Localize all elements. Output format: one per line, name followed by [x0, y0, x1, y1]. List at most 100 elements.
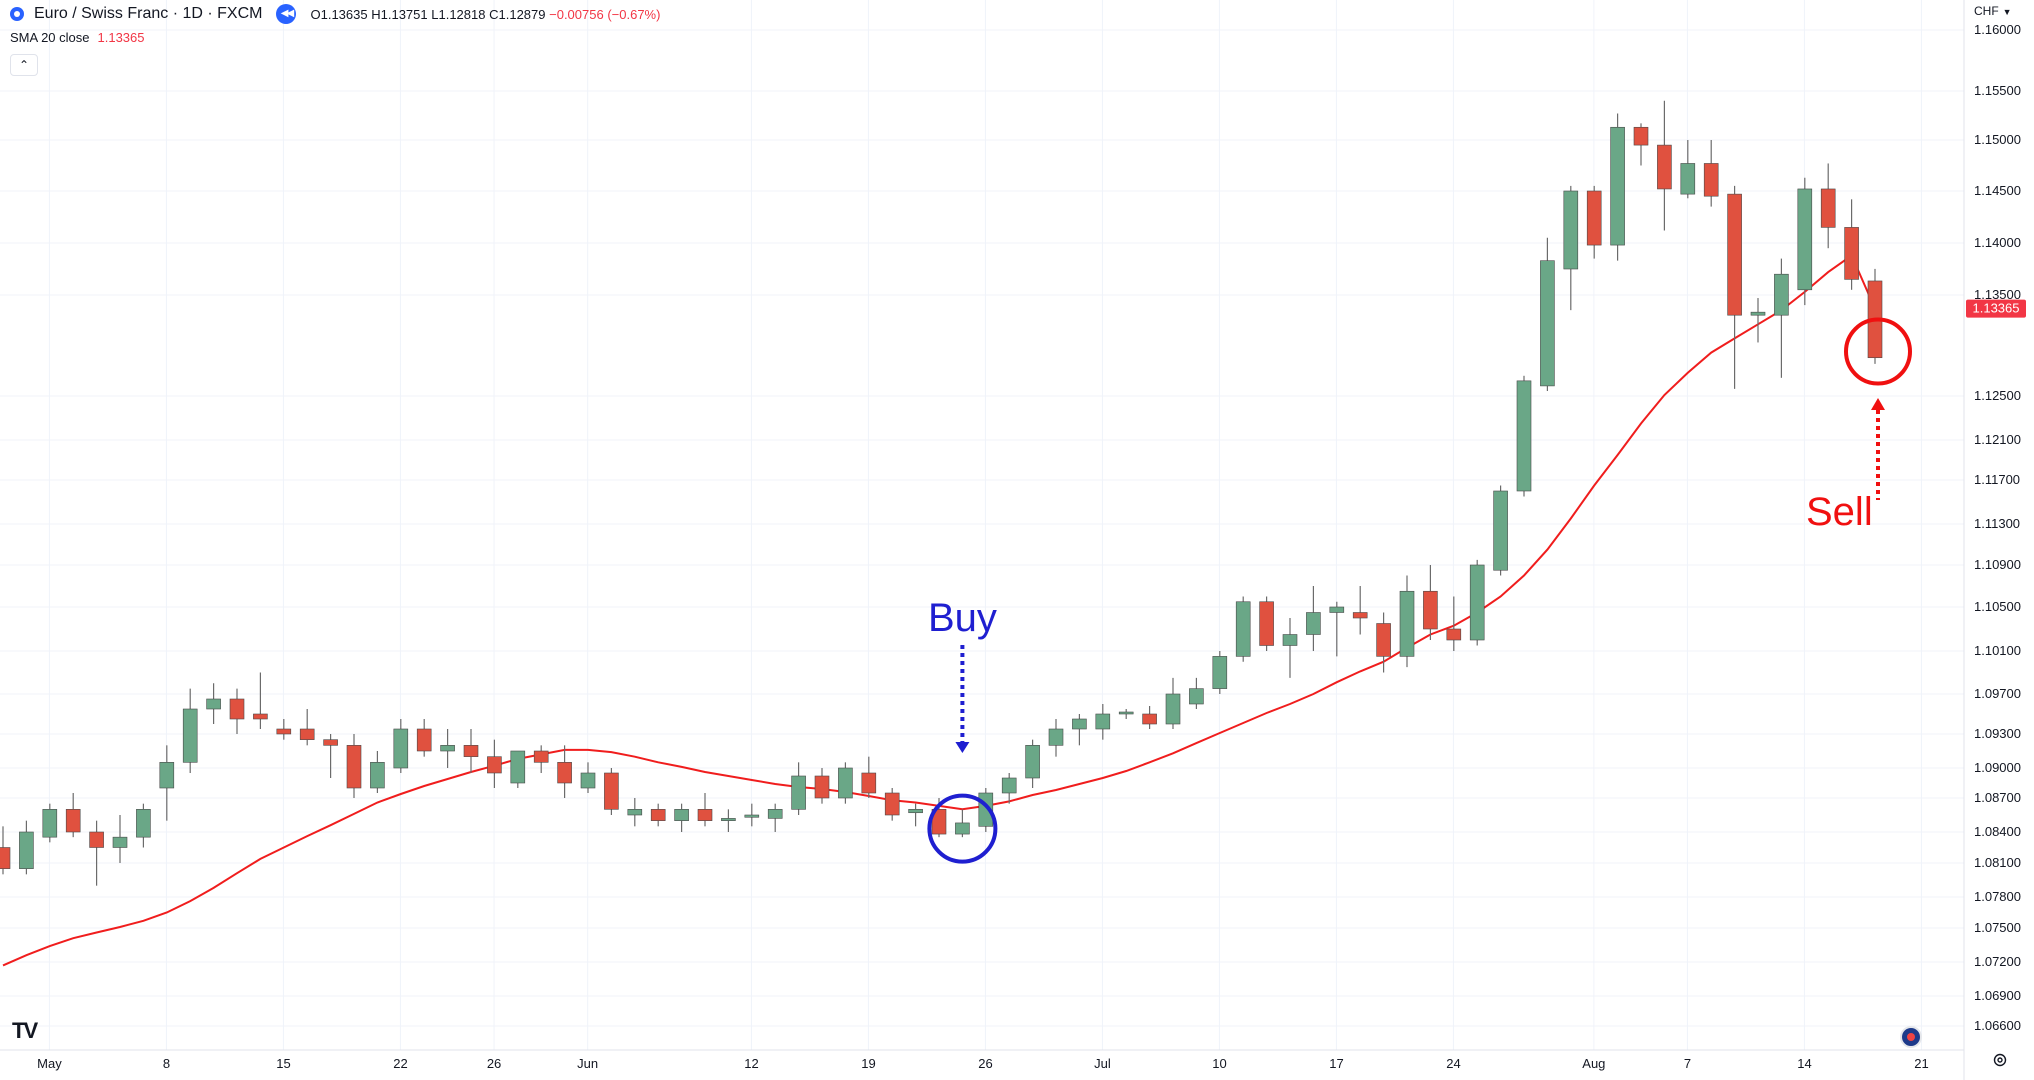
candle-body-up	[580, 772, 596, 789]
candle	[533, 745, 549, 773]
collapse-icon[interactable]: ⌃	[10, 54, 38, 76]
indicator-name[interactable]: SMA 20 close	[10, 30, 90, 45]
price-tick-label: 1.12500	[1974, 388, 2021, 403]
candle	[136, 803, 151, 848]
candle	[908, 803, 923, 827]
time-tick-label: Jun	[577, 1056, 598, 1071]
candle	[604, 768, 619, 815]
candle	[65, 793, 81, 838]
candle	[1727, 185, 1742, 389]
time-tick-label: 8	[163, 1056, 170, 1071]
price-tick-label: 1.07500	[1974, 920, 2021, 935]
candle	[393, 719, 409, 773]
candle	[346, 734, 362, 798]
candle	[1259, 596, 1274, 651]
close-label: C	[489, 6, 499, 22]
candle-body-down	[0, 847, 11, 869]
candle	[1680, 140, 1696, 199]
tradingview-logo-icon[interactable]: TV	[12, 1018, 38, 1043]
candle-body-down	[89, 831, 104, 848]
currency-label[interactable]: CHF	[1974, 4, 1999, 18]
candle-body-up	[1610, 126, 1625, 246]
time-tick-label: 14	[1797, 1056, 1811, 1071]
candle	[1586, 185, 1602, 259]
symbol-legend[interactable]: Euro / Swiss Franc · 1D · FXCM ◀◀ O1.136…	[10, 4, 660, 24]
candle-body-down	[1142, 713, 1157, 725]
candle-body-down	[416, 728, 432, 752]
candle-body-down	[323, 739, 338, 746]
candle	[1867, 268, 1883, 364]
candle	[861, 756, 877, 798]
candle-body-up	[1165, 693, 1181, 725]
time-tick-label: 22	[393, 1056, 407, 1071]
candle	[814, 768, 830, 804]
low-value: 1.12818	[438, 6, 486, 22]
candle	[1423, 565, 1438, 640]
price-tick-label: 1.06600	[1974, 1018, 2021, 1033]
candle-body-up	[1399, 590, 1415, 657]
time-tick-label: May	[37, 1056, 62, 1071]
buy-arrowhead	[955, 742, 970, 753]
candle-body-up	[721, 818, 736, 821]
candle	[1540, 237, 1555, 391]
buy-circle	[927, 793, 998, 864]
symbol-title[interactable]: Euro / Swiss Franc · 1D · FXCM	[34, 5, 263, 22]
candle	[1446, 596, 1462, 651]
candle-body-up	[370, 762, 385, 789]
price-tick-label: 1.13500	[1974, 287, 2021, 302]
candle	[955, 809, 970, 838]
candle-body-up	[767, 809, 783, 819]
candle	[42, 803, 58, 843]
candle-body-up	[1493, 490, 1508, 571]
candle-body-up	[838, 767, 853, 799]
close-value: 1.12879	[498, 6, 546, 22]
price-axis[interactable]: 1.16000 1.15500 1.15000 1.14500 1.14000 1.135…	[1974, 22, 2021, 1033]
time-tick-label: 26	[487, 1056, 501, 1071]
candle-body-up	[1189, 688, 1204, 705]
candle	[323, 734, 338, 778]
ohlc-values: O1.13635 H1.13751 L1.12818 C1.12879 −0.0…	[310, 7, 660, 22]
time-tick-label: 17	[1329, 1056, 1343, 1071]
candle	[89, 820, 104, 886]
price-tick-label: 1.12100	[1974, 432, 2021, 447]
candle-body-down	[861, 772, 877, 794]
currency-selector[interactable]: CHF ▼	[1974, 4, 2012, 18]
price-tick-label: 1.08100	[1974, 855, 2021, 870]
candle-body-up	[674, 809, 689, 821]
time-tick-label: 10	[1212, 1056, 1226, 1071]
replay-icon[interactable]: ◀◀	[276, 4, 297, 24]
candle-body-up	[1095, 713, 1111, 730]
price-tick-label: 1.09000	[1974, 760, 2021, 775]
candle-body-down	[1352, 612, 1368, 619]
candle	[1025, 739, 1040, 788]
chevron-down-icon: ▼	[2002, 7, 2012, 17]
candle	[884, 788, 900, 821]
gear-icon[interactable]	[1992, 1052, 2008, 1068]
candle-body-down	[697, 809, 713, 821]
candle	[1329, 601, 1345, 657]
candle	[650, 803, 666, 827]
candle-body-down	[884, 792, 900, 816]
symbol-icon[interactable]	[10, 7, 24, 21]
candle-body-down	[1259, 601, 1274, 646]
indicator-legend[interactable]: SMA 20 close 1.13365	[10, 30, 145, 45]
time-axis[interactable]: May 8 15 22 26 Jun 12 19 26 Jul 10 17 24 Aug 7 14 21	[37, 1056, 1929, 1071]
candle-body-down	[1446, 628, 1462, 641]
candle-body-down	[1820, 188, 1836, 228]
candle-body-up	[136, 809, 151, 838]
candle-body-down	[1844, 227, 1859, 280]
candle-body-up	[1329, 606, 1345, 613]
candle-body-up	[1774, 273, 1789, 316]
candle-body-up	[627, 809, 643, 816]
candle	[1469, 559, 1485, 646]
globe-icon[interactable]	[1900, 1026, 1922, 1048]
candle	[1165, 677, 1181, 729]
candle-body-up	[206, 698, 221, 710]
candle	[1820, 163, 1836, 249]
candle-body-down	[253, 713, 268, 720]
sell-circle	[1844, 317, 1912, 386]
time-tick-label: Aug	[1582, 1056, 1605, 1071]
price-tick-label: 1.14000	[1974, 235, 2021, 250]
candle	[19, 820, 34, 875]
